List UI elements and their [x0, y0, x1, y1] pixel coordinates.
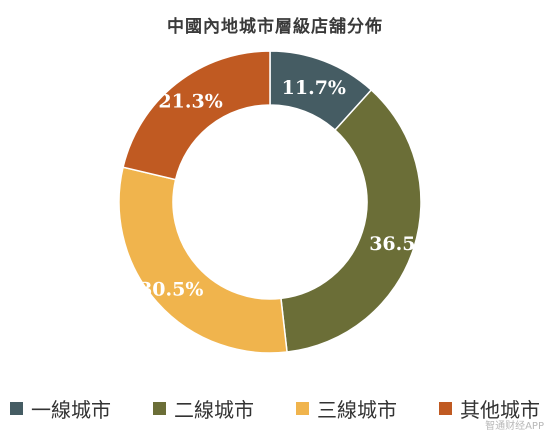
slice-other [122, 50, 271, 181]
slice-tier3 [118, 166, 288, 354]
legend-swatch-other [439, 402, 452, 415]
slice-label-tier1: 11.7% [282, 77, 346, 99]
legend: 一線城市 二線城市 三線城市 其他城市 [0, 394, 550, 423]
slice-label-tier3: 30.5% [139, 279, 203, 301]
watermark: 智通财经APP [485, 421, 544, 432]
legend-swatch-tier2 [153, 402, 166, 415]
legend-item-tier3: 三線城市 [296, 394, 397, 423]
legend-swatch-tier3 [296, 402, 309, 415]
legend-label-tier2: 二線城市 [174, 398, 254, 422]
legend-item-tier1: 一線城市 [10, 394, 111, 423]
slice-label-tier2: 36.5% [369, 233, 433, 255]
legend-item-tier2: 二線城市 [153, 394, 254, 423]
slice-tier2 [280, 88, 422, 353]
chart-title: 中國內地城市層級店舖分佈 [167, 17, 383, 37]
slice-label-other: 21.3% [158, 91, 222, 113]
legend-label-tier3: 三線城市 [317, 398, 397, 422]
legend-item-other: 其他城市 [439, 394, 540, 423]
donut-chart: 11.7% 36.5% 30.5% 21.3% [118, 50, 433, 354]
legend-label-other: 其他城市 [460, 398, 540, 422]
legend-swatch-tier1 [10, 402, 23, 415]
legend-label-tier1: 一線城市 [31, 398, 111, 422]
